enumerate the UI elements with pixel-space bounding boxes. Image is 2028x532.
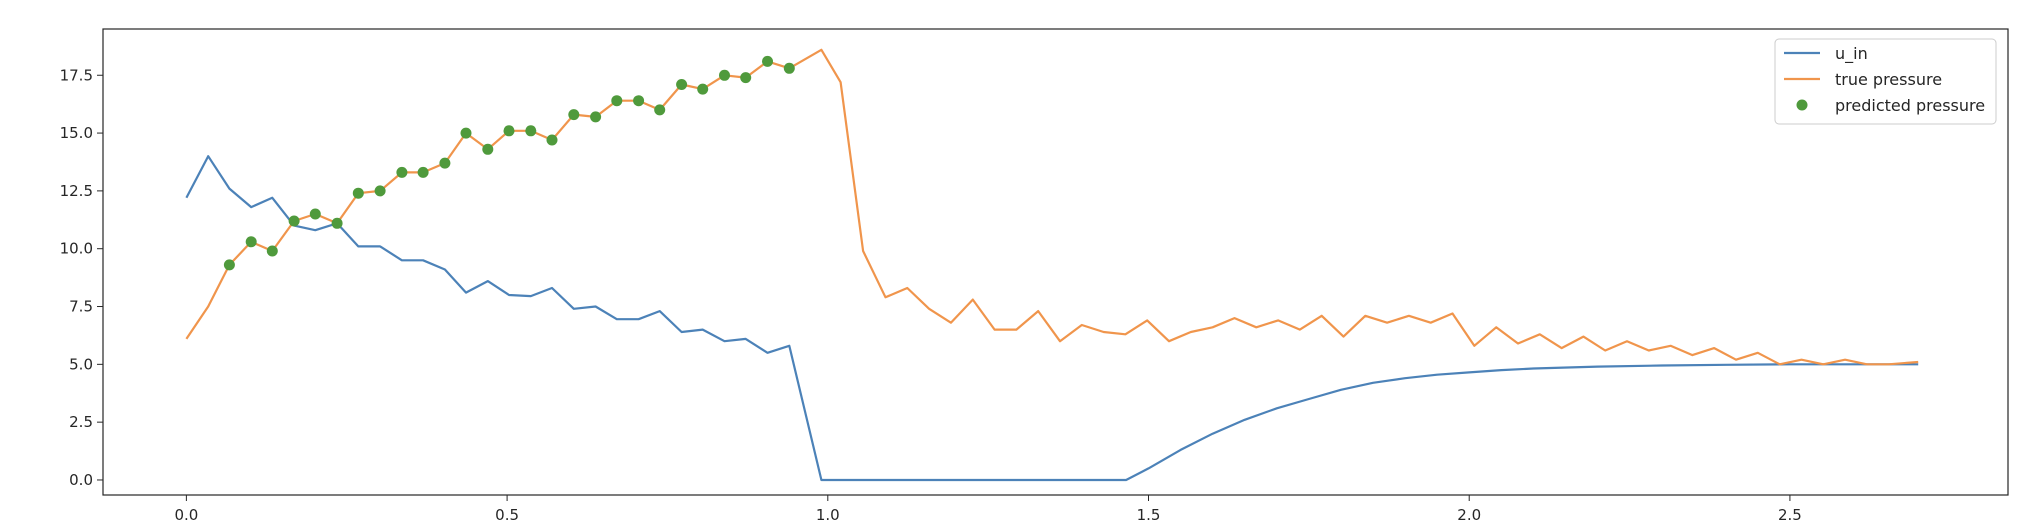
x-tick-label: 1.0 (816, 506, 840, 524)
data-point-predicted-pressure (266, 245, 278, 257)
legend-label: u_in (1835, 44, 1868, 64)
x-tick-label: 2.0 (1457, 506, 1481, 524)
data-point-predicted-pressure (331, 217, 343, 229)
data-point-predicted-pressure (525, 125, 537, 137)
y-tick-label: 17.5 (60, 66, 93, 84)
data-point-predicted-pressure (697, 83, 709, 95)
data-point-predicted-pressure (783, 62, 795, 74)
data-point-predicted-pressure (762, 55, 773, 67)
y-tick-label: 15.0 (60, 124, 93, 142)
plot-frame (102, 28, 2009, 496)
data-point-predicted-pressure (223, 259, 235, 271)
data-point-predicted-pressure (374, 185, 386, 197)
data-point-predicted-pressure (568, 109, 580, 121)
data-point-predicted-pressure (482, 143, 494, 155)
data-point-predicted-pressure (654, 104, 666, 116)
y-axis: 0.0 2.5 5.0 7.5 10.0 12.5 15.0 17.5 (60, 66, 103, 489)
data-point-predicted-pressure (676, 79, 688, 90)
data-point-predicted-pressure (611, 95, 623, 107)
data-point-predicted-pressure (503, 125, 515, 137)
series-layer (185, 48, 1919, 482)
data-point-predicted-pressure (245, 236, 257, 248)
x-axis: 0.0 0.5 1.0 1.5 2.0 2.5 (174, 495, 1802, 524)
data-point-predicted-pressure (396, 166, 408, 178)
data-point-predicted-pressure (546, 134, 558, 146)
data-point-predicted-pressure (460, 127, 472, 139)
series-line-u-in (185, 155, 1919, 482)
data-point-predicted-pressure (740, 72, 752, 84)
x-tick-label: 0.0 (174, 506, 198, 524)
y-tick-label: 12.5 (60, 182, 93, 200)
y-tick-label: 10.0 (60, 240, 93, 258)
data-point-predicted-pressure (309, 208, 321, 220)
legend-label: predicted pressure (1835, 96, 1985, 115)
y-tick-label: 2.5 (69, 413, 93, 431)
x-tick-label: 0.5 (495, 506, 519, 524)
data-point-predicted-pressure (590, 111, 602, 123)
legend-swatch (1796, 99, 1808, 111)
data-point-predicted-pressure (417, 166, 429, 178)
y-tick-label: 7.5 (69, 298, 93, 316)
legend-label: true pressure (1835, 70, 1942, 89)
x-tick-label: 2.5 (1778, 506, 1802, 524)
data-point-predicted-pressure (439, 157, 451, 169)
data-point-predicted-pressure (719, 69, 730, 81)
y-tick-label: 0.0 (69, 471, 93, 489)
x-tick-label: 1.5 (1137, 506, 1161, 524)
legend-box (1774, 38, 1997, 125)
data-point-predicted-pressure (633, 95, 645, 107)
y-tick-label: 5.0 (69, 355, 93, 373)
data-point-predicted-pressure (288, 215, 300, 227)
data-point-predicted-pressure (352, 187, 364, 199)
